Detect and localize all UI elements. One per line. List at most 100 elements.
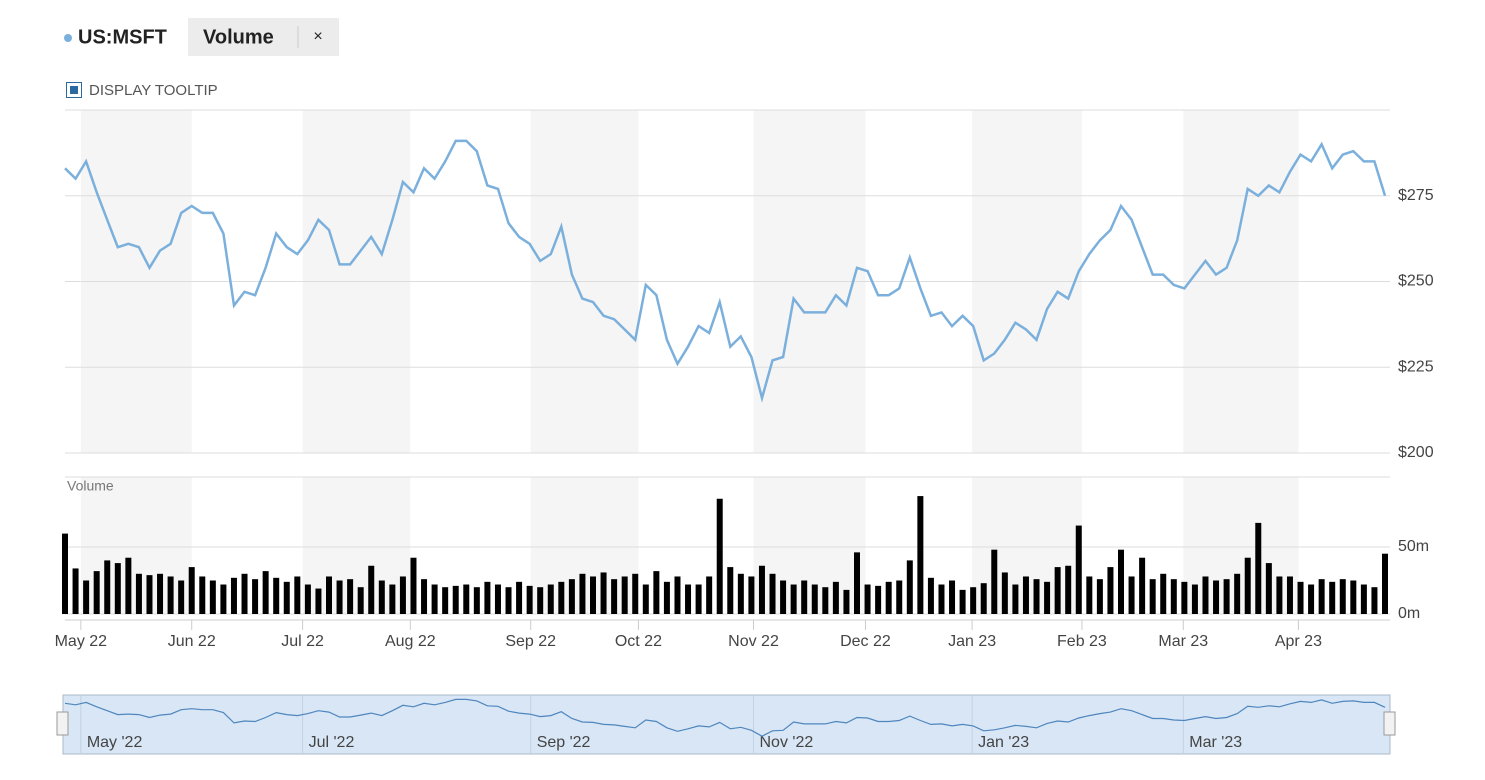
x-tick-label: Mar 23 <box>1158 633 1208 650</box>
navigator-label: Jan '23 <box>978 734 1029 751</box>
price-line <box>64 139 1387 403</box>
volume-bar <box>135 573 142 614</box>
close-button[interactable]: × <box>313 28 322 45</box>
volume-bar <box>1329 581 1336 614</box>
volume-bar <box>262 571 269 614</box>
volume-bar <box>315 588 322 614</box>
volume-bar <box>885 581 892 614</box>
volume-bar <box>663 581 670 614</box>
x-tick-label: Apr 23 <box>1275 633 1322 650</box>
volume-bar <box>642 584 649 614</box>
volume-bar <box>1244 557 1251 614</box>
volume-bar <box>685 584 692 614</box>
volume-bar <box>801 580 808 614</box>
volume-bar <box>674 576 681 614</box>
volume-bar <box>949 580 956 614</box>
volume-bar <box>822 587 829 614</box>
volume-bar <box>146 575 153 614</box>
volume-bar <box>114 563 121 614</box>
volume-bar <box>854 552 860 614</box>
volume-bar <box>1371 587 1378 614</box>
volume-bar <box>1339 579 1346 614</box>
volume-bar <box>1149 579 1156 614</box>
y-tick-label: $275 <box>1398 187 1434 204</box>
volume-bar <box>1276 576 1283 614</box>
volume-bar <box>769 573 776 614</box>
y-tick-label: 0m <box>1398 605 1420 622</box>
volume-bar <box>368 565 375 614</box>
volume-bar <box>1065 565 1072 614</box>
volume-bar <box>843 589 850 614</box>
volume-bar <box>473 587 480 614</box>
volume-bar <box>927 577 934 614</box>
volume-bar <box>157 573 164 614</box>
volume-bar <box>1086 576 1093 614</box>
volume-bar <box>1118 549 1124 614</box>
volume-bar <box>875 585 882 614</box>
volume-bar <box>347 579 354 614</box>
volume-bar <box>421 579 428 614</box>
volume-bar <box>104 560 111 614</box>
volume-bar <box>917 496 924 614</box>
volume-bar <box>1191 584 1198 614</box>
volume-bar <box>326 576 332 614</box>
x-tick-label: Oct 22 <box>615 633 662 650</box>
x-tick-label: Aug 22 <box>385 633 436 650</box>
volume-bar <box>378 580 385 614</box>
volume-bar <box>1360 584 1367 614</box>
volume-bar <box>706 576 713 614</box>
legend-label[interactable]: US:MSFT <box>78 26 167 48</box>
volume-bar <box>991 549 998 614</box>
volume-bar <box>906 560 913 614</box>
navigator-handle[interactable] <box>56 711 69 736</box>
volume-bar <box>938 584 945 614</box>
volume-bar <box>1054 567 1061 614</box>
tooltip-toggle[interactable]: DISPLAY TOOLTIP <box>89 82 218 99</box>
y-tick-label: 50m <box>1398 538 1429 555</box>
volume-bar <box>558 581 565 614</box>
volume-bar <box>1255 522 1262 614</box>
volume-bar <box>72 568 79 614</box>
volume-bar <box>1223 579 1230 614</box>
volume-bar <box>896 580 903 614</box>
volume-bar <box>727 567 734 614</box>
volume-bar <box>547 584 554 614</box>
volume-bar <box>1160 573 1167 614</box>
volume-bar <box>431 584 438 614</box>
series-button-label[interactable]: Volume <box>203 26 274 48</box>
volume-bar <box>494 584 501 614</box>
checkbox-fill <box>70 86 78 94</box>
volume-bar <box>600 572 607 614</box>
volume-bar <box>590 576 596 614</box>
volume-bar <box>832 581 839 614</box>
volume-bar <box>505 587 512 614</box>
volume-bar <box>389 584 396 614</box>
volume-bar <box>632 573 639 614</box>
volume-bar <box>199 576 206 614</box>
navigator-line <box>64 698 1386 737</box>
navigator-handle[interactable] <box>1383 711 1396 736</box>
volume-bar <box>1107 567 1114 614</box>
volume-bar <box>1075 525 1082 614</box>
series-button[interactable] <box>188 18 339 56</box>
volume-bar <box>273 577 280 614</box>
volume-bar <box>484 581 491 614</box>
volume-bar <box>1202 576 1209 614</box>
volume-bar <box>336 580 343 614</box>
volume-bar <box>442 587 449 614</box>
x-tick-label: May 22 <box>55 633 108 650</box>
volume-bar <box>1350 580 1357 614</box>
volume-bar <box>1001 572 1008 614</box>
volume-bar <box>748 576 755 614</box>
legend-dot <box>64 34 72 42</box>
volume-bar <box>1044 581 1051 614</box>
navigator-label: Sep '22 <box>537 734 591 751</box>
volume-bar <box>516 581 523 614</box>
volume-bar <box>1096 579 1103 614</box>
volume-bar <box>970 587 977 614</box>
y-tick-label: $250 <box>1398 273 1434 290</box>
volume-bar <box>230 577 237 614</box>
x-tick-label: Dec 22 <box>840 633 891 650</box>
